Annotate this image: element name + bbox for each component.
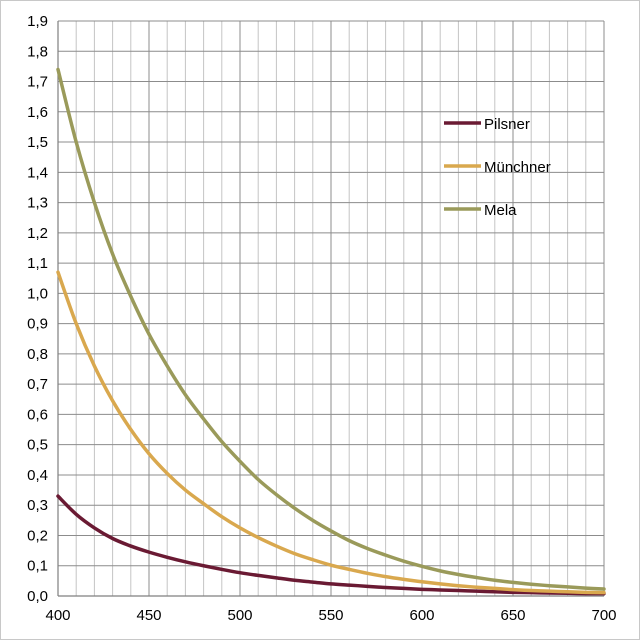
y-tick-label: 0,8 [27, 346, 48, 363]
y-tick-label: 1,7 [27, 74, 48, 91]
y-tick-label: 1,6 [27, 104, 48, 121]
series-lines [56, 67, 606, 596]
major-gridlines [57, 20, 605, 597]
y-tick-label: 1,0 [27, 285, 48, 302]
series-line-m-nchner [56, 270, 606, 595]
x-tick-label: 650 [500, 607, 525, 624]
y-tick-label: 0,4 [27, 467, 48, 484]
x-tick-label: 450 [136, 607, 161, 624]
series-line-mela [56, 67, 606, 591]
y-tick-label: 1,9 [27, 13, 48, 30]
y-tick-label: 0,5 [27, 437, 48, 454]
y-tick-label: 1,3 [27, 195, 48, 212]
x-tick-label: 600 [409, 607, 434, 624]
y-tick-label: 0,6 [27, 406, 48, 423]
y-tick-label: 1,1 [27, 255, 48, 272]
y-tick-label: 0,7 [27, 376, 48, 393]
y-tick-label: 1,8 [27, 43, 48, 60]
legend: Pilsner Münchner Mela [444, 116, 551, 219]
y-tick-label: 1,2 [27, 225, 48, 242]
legend-label-m-nchner: Münchner [484, 159, 551, 176]
x-tick-label: 500 [227, 607, 252, 624]
series-line-pilsner [56, 494, 606, 596]
legend-label-mela: Mela [484, 202, 517, 219]
y-tick-label: 0,3 [27, 497, 48, 514]
axes [57, 21, 604, 597]
x-tick-label: 550 [318, 607, 343, 624]
x-axis-tick-labels: 400 450 500 550 600 650 700 [45, 607, 616, 624]
y-tick-label: 1,4 [27, 164, 48, 181]
x-tick-label: 400 [45, 607, 70, 624]
y-tick-label: 0,2 [27, 527, 48, 544]
x-tick-label: 700 [591, 607, 616, 624]
minor-gridlines [75, 21, 587, 596]
y-tick-label: 0,0 [27, 588, 48, 605]
y-tick-label: 0,9 [27, 316, 48, 333]
y-axis-tick-labels: 0,0 0,1 0,2 0,3 0,4 0,5 0,6 0,7 0,8 0,9 1,0 1,1 1,2 1… [27, 13, 48, 605]
y-tick-label: 1,5 [27, 134, 48, 151]
legend-label-pilsner: Pilsner [484, 116, 530, 133]
y-tick-label: 0,1 [27, 558, 48, 575]
